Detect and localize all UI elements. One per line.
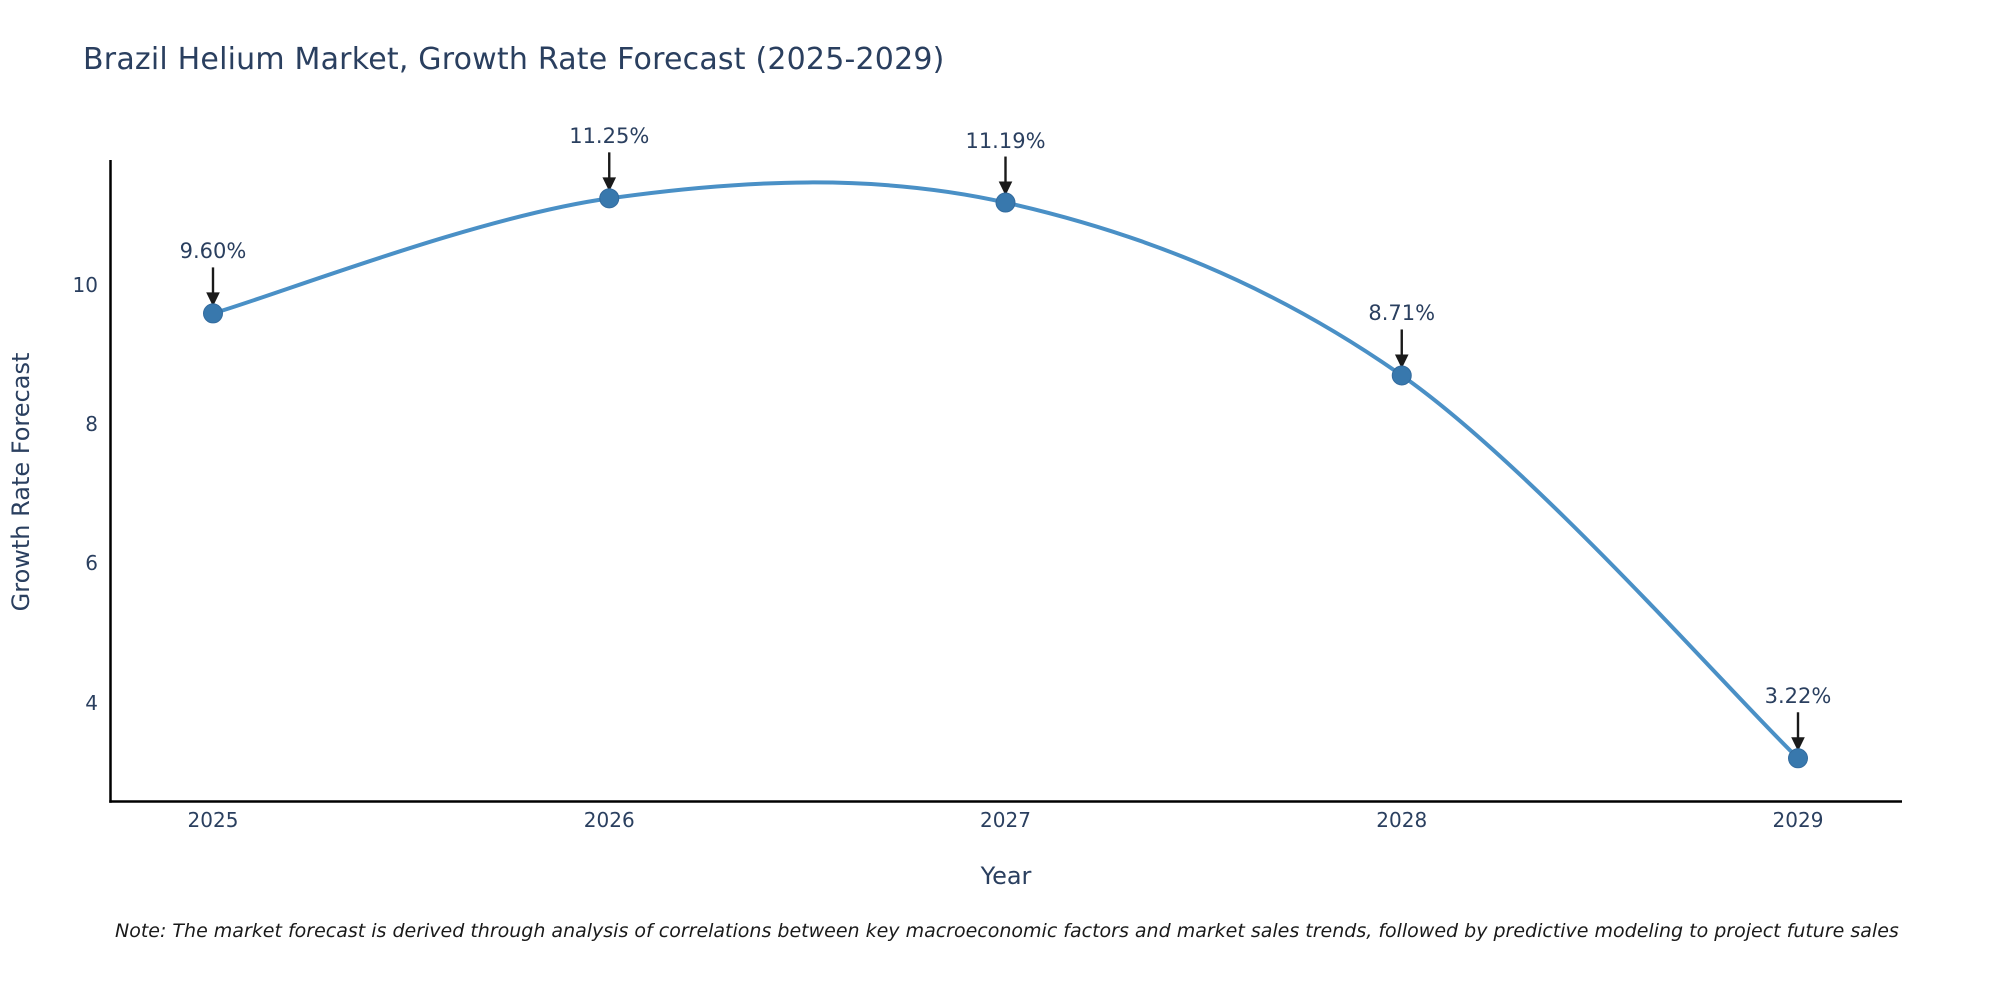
x-axis-title: Year: [980, 862, 1032, 890]
data-point-2028[interactable]: [1391, 365, 1412, 386]
x-tick-label: 2025: [187, 808, 239, 832]
data-point-2026[interactable]: [599, 188, 620, 209]
y-axis-title: Growth Rate Forecast: [7, 352, 35, 612]
x-tick-label: 2029: [1772, 808, 1824, 832]
annotation-label: 11.19%: [965, 128, 1046, 153]
chart-title: Brazil Helium Market, Growth Rate Foreca…: [83, 42, 945, 77]
note-text: Note: The market forecast is derived thr…: [115, 920, 1899, 942]
x-tick-label: 2026: [583, 808, 635, 832]
y-tick-label: 10: [72, 272, 98, 297]
annotation-arrowhead: [998, 181, 1013, 196]
data-point-2025[interactable]: [203, 303, 223, 324]
annotation-label: 8.71%: [1368, 301, 1436, 326]
y-tick-label: 6: [85, 551, 98, 576]
trend-line: [211, 180, 1800, 761]
annotation-label: 11.25%: [569, 124, 650, 149]
data-point-2027[interactable]: [995, 192, 1016, 213]
annotation-arrowhead: [206, 292, 220, 307]
annotation-label: 3.22%: [1764, 684, 1832, 709]
annotation-arrowhead: [1394, 354, 1409, 369]
x-tick-label: 2028: [1376, 808, 1428, 832]
y-tick-label: 8: [85, 411, 98, 436]
annotation-label: 9.60%: [179, 239, 247, 264]
data-point-2029[interactable]: [1788, 748, 1808, 769]
x-tick-label: 2027: [980, 808, 1031, 832]
annotation-arrowhead: [602, 177, 617, 192]
annotation-arrowhead: [1791, 737, 1805, 752]
y-tick-label: 4: [85, 690, 98, 715]
